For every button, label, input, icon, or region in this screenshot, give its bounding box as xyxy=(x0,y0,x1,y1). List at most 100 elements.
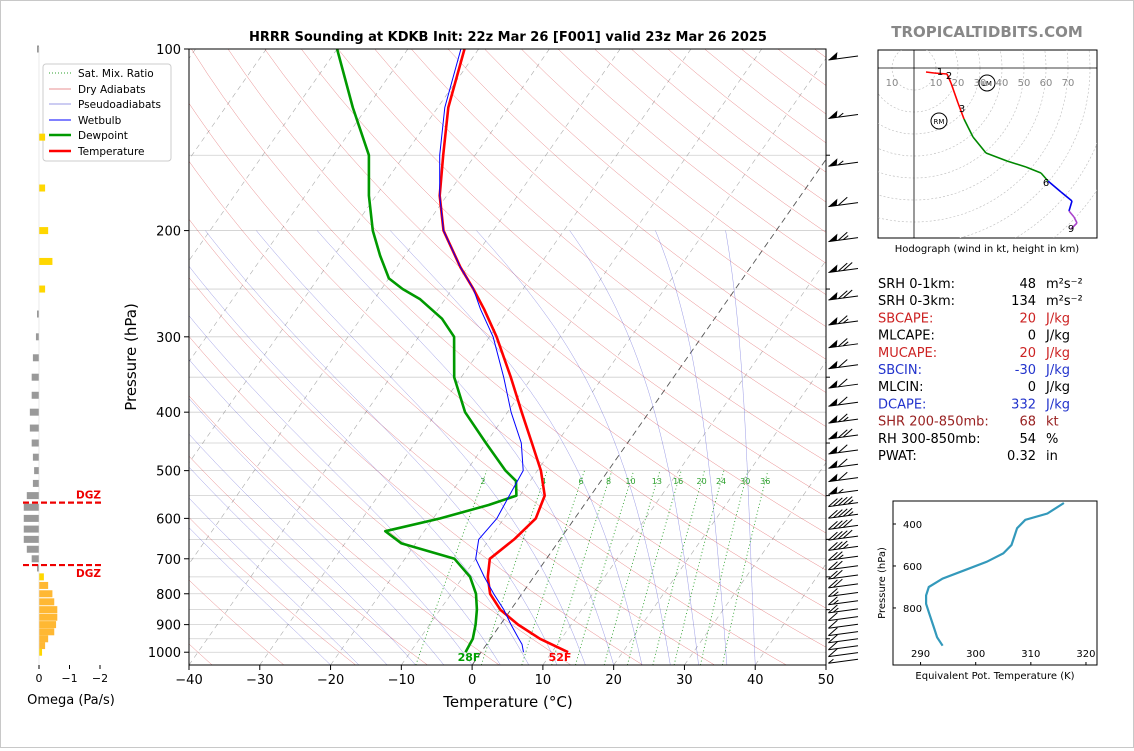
omega-bar xyxy=(39,590,53,598)
isotherm-line xyxy=(189,49,550,565)
mixing-ratio-line xyxy=(626,470,682,665)
hodograph-segment xyxy=(946,73,952,84)
omega-bar xyxy=(39,648,43,656)
wind-barb-full xyxy=(837,231,848,241)
index-value: 0.32 xyxy=(1007,449,1036,464)
hodograph-segment xyxy=(1060,191,1073,202)
index-label: DCAPE: xyxy=(878,397,926,412)
theta-e-y-tick-label: 600 xyxy=(903,562,922,573)
hodograph-ring-label: 10 xyxy=(930,78,943,89)
wind-barb-staff xyxy=(828,645,859,651)
brand-watermark: TROPICALTIDBITS.COM xyxy=(891,23,1083,41)
index-unit: J/kg xyxy=(1045,363,1070,378)
wind-barb-flag xyxy=(828,473,838,482)
pseudoadiabat-line xyxy=(189,398,444,665)
wind-barb-flag xyxy=(828,339,838,348)
hodograph-ring-label: 40 xyxy=(996,78,1009,89)
wind-barb-full xyxy=(837,196,848,206)
omega-tick-label: −2 xyxy=(92,672,108,685)
wind-barb-full xyxy=(833,551,843,560)
omega-axis-label: Omega (Pa/s) xyxy=(27,693,115,708)
omega-bar xyxy=(23,514,39,522)
wind-barb-flag xyxy=(828,317,838,326)
wind-barb-full xyxy=(837,315,848,325)
hodograph-segment xyxy=(1068,210,1075,218)
index-value: 20 xyxy=(1019,311,1036,326)
wind-barb-flag xyxy=(828,446,838,455)
index-unit: J/kg xyxy=(1045,329,1070,344)
index-unit: J/kg xyxy=(1045,311,1070,326)
wind-barb-flag xyxy=(828,415,838,424)
wind-barb-staff xyxy=(828,449,859,455)
index-unit: J/kg xyxy=(1045,380,1070,395)
omega-bar xyxy=(37,45,39,53)
theta-e-x-tick-label: 310 xyxy=(1021,649,1040,660)
hodograph: 10 10 20 30 40 50 60 70 1 2 3 6 9 LM RM xyxy=(877,49,1098,239)
mixing-ratio-line xyxy=(521,470,585,665)
index-label: SBCIN: xyxy=(878,363,922,378)
wind-barb-flag xyxy=(828,486,838,495)
wind-barb-full xyxy=(833,569,843,579)
x-tick-label: 50 xyxy=(818,673,835,688)
index-unit: m²s⁻² xyxy=(1046,294,1083,309)
omega-tick-label: 0 xyxy=(36,672,43,685)
x-tick-label: 20 xyxy=(605,673,622,688)
hodograph-caption: Hodograph (wind in kt, height in km) xyxy=(895,244,1080,255)
mixing-ratio-label: 36 xyxy=(760,477,770,486)
hodograph-height-label: 6 xyxy=(1043,178,1049,189)
omega-bar xyxy=(39,606,58,614)
pseudoadiabat-line xyxy=(476,230,671,665)
wind-barb-half xyxy=(842,235,849,240)
index-value: 0 xyxy=(1028,380,1036,395)
dry-adiabat-line xyxy=(189,336,572,665)
wind-barb-half xyxy=(842,341,849,347)
x-axis-ticks: −40 −30 −20 −10 0 10 20 30 40 50 xyxy=(175,665,834,688)
pseudoadiabat-line xyxy=(189,466,388,665)
omega-bar xyxy=(39,621,57,629)
x-tick-label: −10 xyxy=(388,673,415,688)
wind-barb-flag xyxy=(828,460,838,469)
temperature-line xyxy=(438,49,569,654)
pseudoadiabat-line xyxy=(725,230,756,665)
dry-adiabat-line xyxy=(189,579,285,665)
dry-adiabat-line xyxy=(227,49,826,571)
omega-bar xyxy=(35,333,39,341)
mixing-ratio-label: 24 xyxy=(716,477,726,486)
pseudoadiabat-line xyxy=(189,433,416,665)
hodograph-ring-label: 50 xyxy=(1018,78,1031,89)
wind-barb-half xyxy=(833,591,839,597)
index-unit: m²s⁻² xyxy=(1046,277,1083,292)
legend-label-dewpoint: Dewpoint xyxy=(78,130,128,142)
omega-bar xyxy=(39,227,49,235)
index-value: 0 xyxy=(1028,329,1036,344)
omega-tick-label: −1 xyxy=(61,672,77,685)
x-tick-label: −30 xyxy=(246,673,273,688)
index-value: 48 xyxy=(1019,277,1036,292)
legend-label-pseudoadiabats: Pseudoadiabats xyxy=(78,99,161,111)
pseudoadiabat-line xyxy=(189,497,360,665)
omega-bar xyxy=(39,581,49,589)
hodograph-height-label: 9 xyxy=(1068,224,1074,235)
hodograph-ring-label: 10 xyxy=(886,78,899,89)
hodograph-height-label: 3 xyxy=(959,104,965,115)
theta-e-x-label: Equivalent Pot. Temperature (K) xyxy=(915,671,1074,682)
wind-barb-half xyxy=(833,599,839,605)
wind-barb-full xyxy=(837,496,848,506)
mixing-ratio-line xyxy=(652,470,705,665)
mixing-ratio-line xyxy=(415,470,488,665)
index-value: -30 xyxy=(1015,363,1036,378)
theta-e-x-tick-label: 320 xyxy=(1076,649,1095,660)
dry-adiabat-line xyxy=(337,49,826,462)
omega-panel: 0 −1 −2 DGZ DGZ xyxy=(23,45,108,685)
mixing-ratio-line xyxy=(575,470,635,665)
wind-barb-full xyxy=(837,540,848,550)
dry-adiabat-line xyxy=(447,49,826,360)
omega-bar xyxy=(39,257,53,265)
pseudoadiabat-line xyxy=(189,265,529,665)
theta-e-frame xyxy=(892,500,1098,666)
wind-barb-full xyxy=(828,612,838,622)
mixing-ratio-line xyxy=(551,470,613,665)
dry-adiabat-line xyxy=(189,218,715,665)
